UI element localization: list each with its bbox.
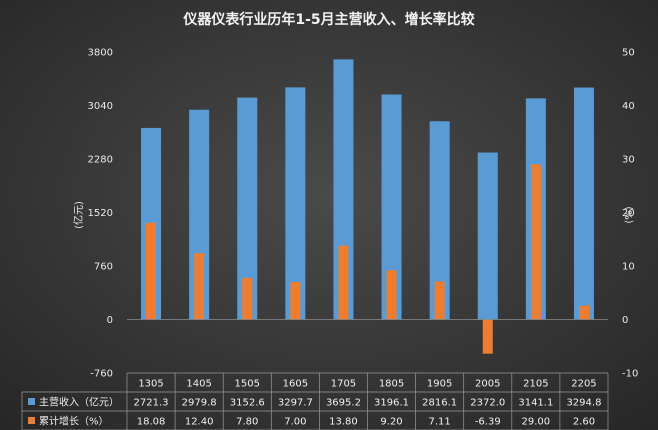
growth-bar xyxy=(146,222,157,320)
growth-bar xyxy=(578,305,589,320)
data-label: 3196.1 xyxy=(374,398,409,409)
data-label: 3152.6 xyxy=(230,398,265,409)
data-label: 2816.1 xyxy=(422,398,457,409)
y-left-tick-label: 0 xyxy=(107,315,113,326)
category-label: 2205 xyxy=(571,379,596,390)
revenue-bar xyxy=(573,87,594,320)
revenue-bar xyxy=(429,121,450,320)
data-label: 7.80 xyxy=(236,417,258,428)
y-right-tick-label: 40 xyxy=(622,101,635,112)
growth-bar xyxy=(434,281,445,320)
growth-bar xyxy=(530,164,541,320)
growth-bar xyxy=(242,277,253,320)
growth-bar xyxy=(338,245,349,320)
data-label: 3297.7 xyxy=(278,398,313,409)
growth-bar xyxy=(482,319,493,354)
category-label: 1405 xyxy=(186,379,211,390)
data-table: 1305 1405 1505 1605 1705 1805 1905 2005 2105 2205… xyxy=(21,372,609,430)
y-left-tick-label: -760 xyxy=(90,369,113,380)
data-label: 2.60 xyxy=(573,417,595,428)
legend-swatch xyxy=(28,417,35,424)
y-left-tick-label: 3800 xyxy=(88,48,113,59)
data-label: -6.39 xyxy=(475,417,501,428)
growth-bar xyxy=(194,253,205,320)
y-left-axis-label: (亿元) xyxy=(72,201,85,229)
data-label: 3141.1 xyxy=(518,398,553,409)
revenue-bar xyxy=(285,87,306,320)
data-label: 12.40 xyxy=(185,417,214,428)
category-label: 1605 xyxy=(283,379,308,390)
category-label: 2105 xyxy=(523,379,548,390)
legend-swatch xyxy=(28,398,35,405)
revenue-bar xyxy=(237,97,258,320)
data-label: 2979.8 xyxy=(182,398,217,409)
data-label: 3695.2 xyxy=(326,398,361,409)
y-right-tick-label: 10 xyxy=(622,262,635,273)
y-left-tick-label: 3040 xyxy=(88,101,113,112)
growth-bar xyxy=(386,270,397,320)
data-label: 7.00 xyxy=(284,417,306,428)
category-label: 1805 xyxy=(379,379,404,390)
data-label: 18.08 xyxy=(137,417,166,428)
category-label: 1305 xyxy=(138,379,163,390)
y-right-tick-label: 0 xyxy=(622,315,628,326)
data-label: 13.80 xyxy=(329,417,358,428)
data-label: 2372.0 xyxy=(470,398,505,409)
data-label: 2721.3 xyxy=(134,398,169,409)
category-label: 1705 xyxy=(331,379,356,390)
category-label: 1905 xyxy=(427,379,452,390)
y-left-tick-label: 1520 xyxy=(88,208,113,219)
y-right-tick-label: 30 xyxy=(622,155,635,166)
revenue-bar xyxy=(477,152,498,320)
y-right-axis-label: (%) xyxy=(624,206,635,223)
category-label: 1505 xyxy=(235,379,260,390)
revenue-bar xyxy=(381,94,402,320)
data-label: 9.20 xyxy=(380,417,402,428)
legend-entry: 主营收入（亿元） xyxy=(39,396,119,409)
y-left-tick-label: 2280 xyxy=(88,155,113,166)
y-left-tick-label: 760 xyxy=(94,262,113,273)
legend-entry: 累计增长（%） xyxy=(39,415,109,428)
chart-title: 仪器仪表行业历年1-5月主营收入、增长率比较 xyxy=(182,11,474,28)
y-right-tick-label: 20 xyxy=(622,208,635,219)
category-label: 2005 xyxy=(475,379,500,390)
data-label: 3294.8 xyxy=(566,398,601,409)
data-label: 29.00 xyxy=(522,417,551,428)
y-right-tick-label: -10 xyxy=(622,369,638,380)
growth-bar xyxy=(290,282,301,320)
data-label: 7.11 xyxy=(429,417,451,428)
y-right-tick-label: 50 xyxy=(622,48,635,59)
